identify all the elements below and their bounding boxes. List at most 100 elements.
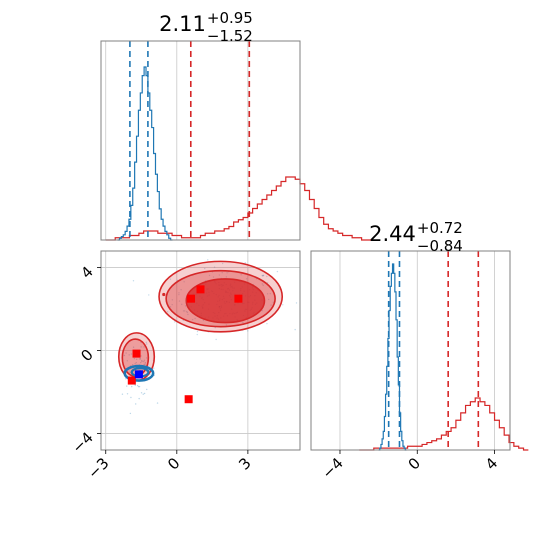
joint-sample-point <box>140 346 142 348</box>
joint-sample-point <box>245 278 248 280</box>
joint-sample-point <box>196 330 199 333</box>
joint-sample-point <box>191 318 194 321</box>
joint-sample-point <box>215 338 217 341</box>
joint-sample-point <box>148 294 150 296</box>
param1-title: 2.11 <box>159 12 206 36</box>
joint-sample-point <box>276 270 279 273</box>
joint-sample-point <box>126 385 128 387</box>
joint-sample-point <box>131 385 133 388</box>
joint-sample-point <box>143 359 146 361</box>
joint-sample-point <box>261 283 263 285</box>
marker-red-square <box>127 376 136 385</box>
param2-plus-error: +0.72 <box>417 219 463 237</box>
joint-sample-point <box>140 361 142 364</box>
param1-hist-series-a <box>105 176 372 241</box>
joint-sample-point <box>166 311 169 313</box>
joint-sample-point <box>185 310 188 313</box>
joint-sample-point <box>141 359 143 362</box>
joint-sample-point <box>225 276 228 278</box>
joint-sample-point <box>180 288 182 291</box>
joint-sample-point <box>140 355 142 357</box>
param2-hist-series-a <box>359 397 529 451</box>
joint-sample-point <box>247 330 249 332</box>
joint-sample-point <box>145 341 148 343</box>
joint-outlier-point <box>162 292 166 297</box>
joint-sample-point <box>146 388 148 391</box>
joint-sample-point <box>178 293 180 296</box>
joint-sample-point <box>196 333 198 336</box>
panel-param1-histogram: 2.11 +0.95 −1.52 <box>100 9 372 241</box>
joint-sample-point <box>125 352 127 354</box>
joint-sample-point <box>218 274 221 276</box>
joint-sample-point <box>266 275 268 278</box>
joint-sample-point <box>121 393 124 395</box>
joint-sample-point <box>226 272 228 274</box>
joint-sample-point <box>262 274 265 277</box>
joint-sample-point <box>143 392 146 395</box>
joint-sample-point <box>221 271 223 274</box>
joint-sample-point <box>144 363 146 365</box>
param1-plus-error: +0.95 <box>207 9 253 27</box>
joint-sample-point <box>261 309 263 312</box>
joint-sample-point <box>126 393 129 395</box>
joint-sample-point <box>261 274 263 277</box>
joint-sample-point <box>184 305 187 307</box>
joint-sample-point <box>138 397 140 400</box>
joint-sample-point <box>294 328 296 331</box>
joint-sample-point <box>186 311 189 314</box>
joint-sample-point <box>135 361 137 364</box>
joint-sample-point <box>126 360 128 362</box>
joint-sample-point <box>181 303 183 306</box>
joint-sample-point <box>132 346 135 348</box>
joint-sample-point <box>134 403 137 405</box>
marker-red-square <box>184 395 193 404</box>
joint-sample-point <box>182 310 185 312</box>
joint-sample-point <box>242 321 244 324</box>
joint-sample-point <box>137 385 140 388</box>
panel-joint-2d: −3 0 3 −404 <box>68 250 301 482</box>
joint-sample-point <box>139 358 141 360</box>
joint-sample-point <box>169 278 172 280</box>
joint-sample-point <box>153 367 155 369</box>
joint-sample-point <box>125 378 127 380</box>
joint-sample-point <box>135 358 138 360</box>
joint-sample-point <box>187 313 189 316</box>
param1-hist-series-b <box>117 66 173 241</box>
joint-sample-point <box>183 281 185 283</box>
joint-sample-point <box>130 353 133 355</box>
joint-sample-point <box>240 274 242 276</box>
joint-sample-point <box>202 319 205 322</box>
joint-sample-point <box>266 322 268 325</box>
joint-sample-point <box>272 301 275 303</box>
joint-sample-point <box>244 262 246 264</box>
joint-sample-point <box>184 310 186 312</box>
joint-sample-point <box>208 274 211 277</box>
marker-red-square <box>196 285 205 294</box>
joint-sample-point <box>134 363 136 365</box>
joint-sample-point <box>171 299 174 301</box>
param2-minus-error: −0.84 <box>417 237 463 255</box>
joint-sample-point <box>143 346 145 348</box>
param2-title: 2.44 <box>369 222 416 246</box>
joint-sample-point <box>123 354 126 357</box>
joint-sample-point <box>282 304 284 306</box>
joint-sample-point <box>173 321 176 323</box>
joint-sample-point <box>146 357 148 359</box>
joint-sample-point <box>262 284 264 287</box>
param1-median: 2.11 <box>159 12 206 36</box>
joint-sample-point <box>262 274 265 277</box>
contour-series-a-inner <box>185 278 266 324</box>
joint-sample-point <box>266 293 269 295</box>
joint-sample-point <box>212 276 215 278</box>
joint-sample-point <box>270 304 272 306</box>
joint-sample-point <box>139 357 141 360</box>
joint-sample-point <box>143 363 145 366</box>
joint-sample-point <box>204 267 206 270</box>
joint-sample-point <box>138 385 141 388</box>
marker-red-square <box>234 294 243 303</box>
joint-sample-point <box>169 306 172 308</box>
joint-sample-point <box>132 280 135 282</box>
joint-sample-point <box>129 412 132 415</box>
joint-sample-point <box>207 259 209 261</box>
param2-hist-series-b <box>378 263 407 451</box>
